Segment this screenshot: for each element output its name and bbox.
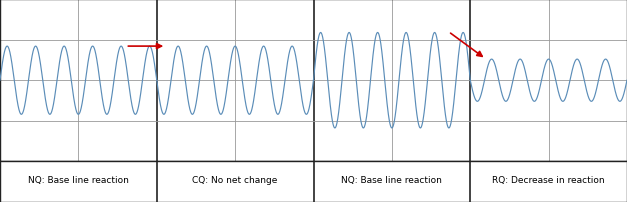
Text: NQ: Base line reaction: NQ: Base line reaction (28, 175, 129, 184)
Text: CQ: No net change: CQ: No net change (192, 175, 278, 184)
Text: RQ: Decrease in reaction: RQ: Decrease in reaction (492, 175, 605, 184)
Text: NQ: Base line reaction: NQ: Base line reaction (342, 175, 442, 184)
